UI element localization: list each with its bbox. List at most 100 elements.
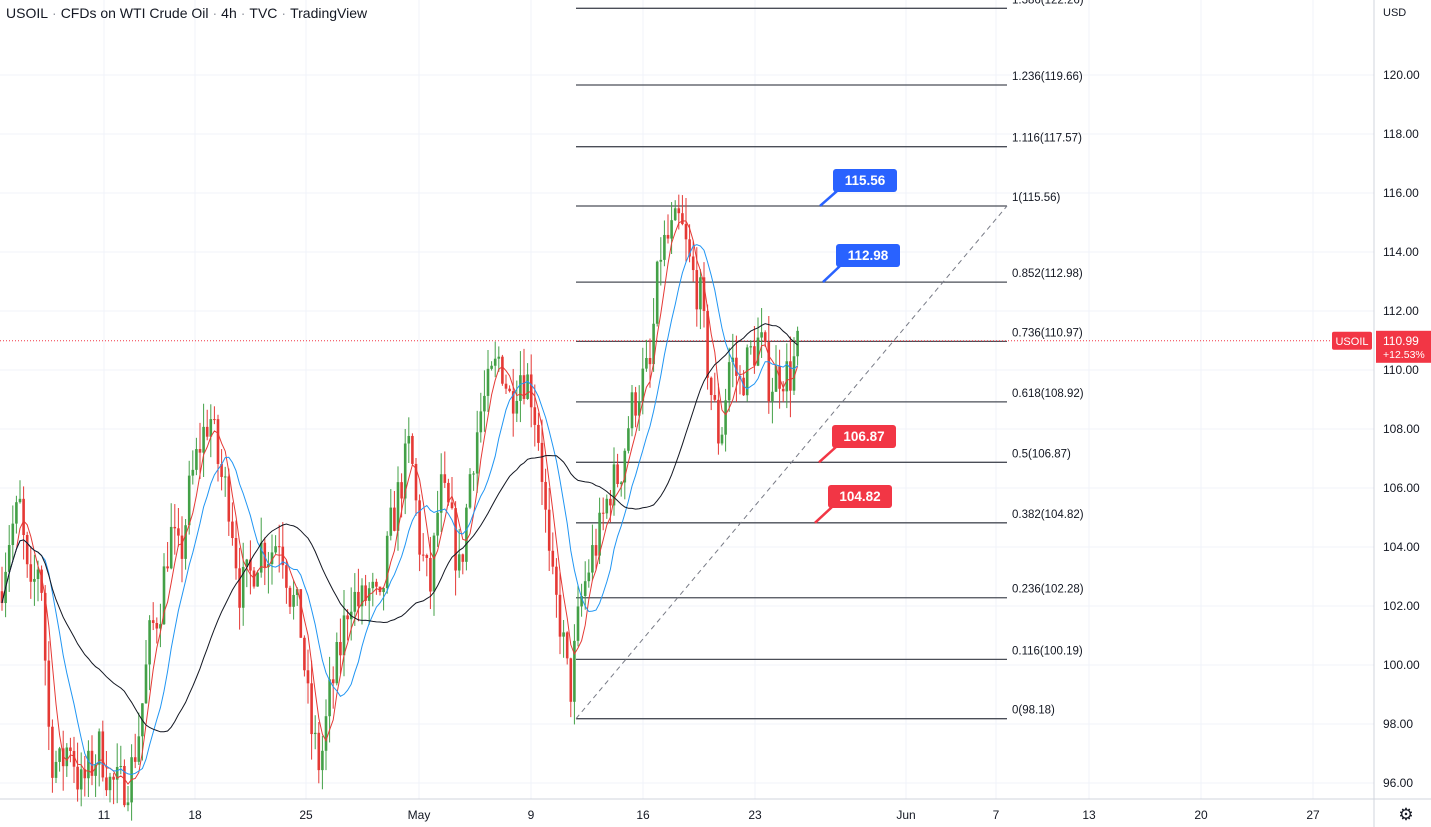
candle-body [605,498,609,514]
candle-body [313,732,317,735]
x-tick-label: 11 [98,808,111,822]
candle-body [306,670,310,684]
candle-body [324,716,328,751]
ma-fast-line [1,220,799,785]
x-tick-label: 20 [1194,808,1208,822]
x-tick-label: 23 [748,808,762,822]
fib-level-label: 1.116(117.57) [1012,133,1082,145]
candle-body [166,566,169,569]
candle-body [79,769,83,790]
callout-box[interactable] [836,244,900,267]
candle-body [749,346,753,348]
candle-body [274,546,277,553]
candle-body [29,564,33,582]
candle-body [681,213,684,225]
candle-body [432,535,436,592]
candle-body [353,591,357,612]
y-tick-label: 114.00 [1383,245,1419,259]
candle-body [691,256,695,271]
x-tick-label: 16 [636,808,650,822]
candle-body [177,528,180,536]
y-tick-label: 102.00 [1383,599,1420,613]
candle-body [317,732,321,771]
callout-box[interactable] [828,485,892,508]
candle-body [40,569,43,593]
y-tick-label: 106.00 [1383,481,1420,495]
candle-body [184,525,187,559]
candle-body [51,726,54,778]
candle-body [695,270,699,310]
candle-body [771,391,774,402]
candle-body [598,512,601,556]
candle-body [205,426,209,437]
candle-body [310,683,313,735]
candle-body [342,615,346,656]
x-tick-label: 25 [299,808,313,822]
candle-body [115,766,119,780]
y-tick-label: 112.00 [1383,304,1419,318]
candle-body [245,559,249,567]
candle-body [169,526,173,569]
candle-body [727,362,731,401]
candle-body [173,526,177,529]
candle-body [630,392,634,429]
candle-body [443,474,447,483]
candle-body [526,374,529,399]
candle-body [573,640,576,702]
candle-body [436,512,439,536]
candle-body [155,622,159,629]
candle-body [400,482,403,499]
callout-box[interactable] [833,169,897,192]
candle-body [411,435,414,464]
candle-body [33,578,36,582]
candle-body [299,589,303,638]
candle-body [220,463,223,477]
candle-body [18,498,22,503]
candle-body [522,375,526,399]
candle-body [760,332,763,338]
callout-box[interactable] [832,425,896,448]
candle-body [648,357,652,365]
candle-body [65,747,69,767]
x-tick-label: 9 [528,808,535,822]
candle-body [90,750,94,776]
candle-body [133,757,137,762]
callout-pointer [818,446,837,464]
price-tag-change: +12.53% [1383,349,1425,361]
candle-body [756,337,760,366]
candle-body [490,365,493,369]
candle-body [364,585,367,601]
candle-body [259,542,263,573]
fib-trend-line [575,205,1008,720]
price-tag-value: 110.99 [1383,334,1419,348]
candle-body [105,777,108,791]
fib-level-label: 0.5(106.87) [1012,448,1071,460]
candle-body [202,426,205,453]
candle-body [627,428,630,451]
candle-body [468,474,472,508]
fib-level-label: 0.618(108.92) [1012,388,1084,400]
fib-level-label: 0(98.18) [1012,705,1055,717]
x-tick-label: Jun [896,808,915,822]
candle-body [339,641,342,656]
candle-body [231,521,234,539]
candle-body [483,395,486,412]
candle-body [497,356,501,359]
x-tick-label: 7 [993,808,1000,822]
candle-body [277,546,281,548]
candle-body [601,512,605,514]
fib-level-label: 0.382(104.82) [1012,509,1084,521]
candle-body [461,554,465,562]
candle-body [655,261,659,324]
candle-body [713,395,717,400]
callout-label: 115.56 [845,173,886,188]
candle-body [295,589,299,595]
candle-body [393,507,396,531]
candle-body [652,323,655,365]
instrument-name: CFDs on WTI Crude Oil [60,5,209,21]
candle-body [508,388,511,392]
candle-body [241,566,245,608]
candle-body [36,569,40,579]
gear-icon[interactable]: ⚙ [1398,805,1414,824]
